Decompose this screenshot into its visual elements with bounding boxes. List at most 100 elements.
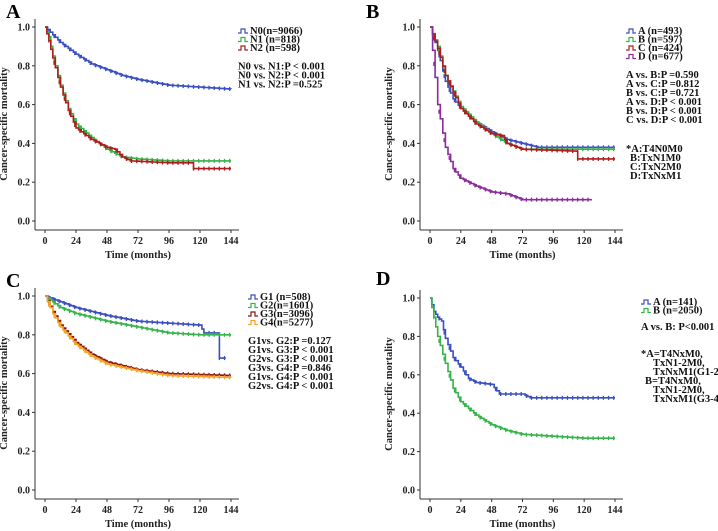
p-value-annotation: G1vs. G4:P < 0.001 xyxy=(248,372,334,383)
series-line-4 xyxy=(430,26,592,201)
legend-entry: B (n=2050) xyxy=(653,306,703,317)
x-tick-label: 72 xyxy=(133,236,143,247)
legend-entry: G2(n=1601) xyxy=(260,301,314,312)
series-line-2 xyxy=(45,295,231,336)
group-definition-note: B=T4NxM0, xyxy=(645,376,701,387)
y-tick-label: 0.0 xyxy=(18,217,31,228)
y-tick-label: 0.2 xyxy=(18,178,31,189)
legend-entry: G3(n=3096) xyxy=(260,309,314,320)
y-tick-label: 0.8 xyxy=(403,61,416,72)
y-tick-label: 1.0 xyxy=(18,292,31,303)
y-tick-label: 0.8 xyxy=(18,61,31,72)
x-tick-label: 72 xyxy=(133,505,143,516)
series-line-2 xyxy=(430,297,615,439)
p-value-annotation: B vs. D:P < 0.001 xyxy=(626,106,702,117)
group-definition-note: C:TxN2M0 xyxy=(630,162,681,173)
x-tick-label: 48 xyxy=(102,236,112,247)
legend-entry: G4(n=5277) xyxy=(260,318,314,329)
y-tick-label: 0.4 xyxy=(18,408,31,419)
y-tick-label: 0.2 xyxy=(18,447,31,458)
y-tick-label: 0.2 xyxy=(403,178,416,189)
panel-label: C xyxy=(6,270,20,292)
legend-swatch-icon xyxy=(626,45,636,51)
x-tick-label: 96 xyxy=(164,236,174,247)
legend-entry: A (n=493) xyxy=(638,26,683,37)
y-tick-label: 0.8 xyxy=(403,332,416,343)
panel-B: B 0.0 0.2 0.4 0.6 0.8 1.0 0 24 48 72 96 120 144 Time (… xyxy=(366,1,703,261)
y-tick-label: 0.0 xyxy=(18,486,31,497)
x-tick-label: 120 xyxy=(193,236,208,247)
x-tick-label: 120 xyxy=(577,236,592,247)
y-axis-label: Cancer-specific mortality xyxy=(0,335,10,449)
x-tick-label: 72 xyxy=(518,505,528,516)
x-tick-label: 0 xyxy=(428,505,433,516)
y-tick-label: 0.0 xyxy=(403,486,416,497)
panel-label: B xyxy=(366,1,379,23)
group-definition-note: D:TxNxM1 xyxy=(630,171,681,182)
p-value-annotation: G2vs. G4:P < 0.001 xyxy=(248,381,334,392)
legend-swatch-icon xyxy=(238,28,248,34)
legend-entry: N2 (n=598) xyxy=(250,43,301,54)
legend-swatch-icon xyxy=(238,45,248,51)
x-tick-label: 24 xyxy=(456,236,466,247)
x-axis-label: Time (months) xyxy=(105,519,172,530)
x-tick-label: 120 xyxy=(577,505,592,516)
y-axis-label: Cancer-specific mortality xyxy=(384,336,395,450)
x-axis-label: Time (months) xyxy=(105,250,172,261)
y-tick-label: 0.6 xyxy=(18,369,31,380)
p-value-annotation: C vs. D:P < 0.001 xyxy=(626,115,703,126)
x-tick-label: 24 xyxy=(71,505,81,516)
x-tick-label: 120 xyxy=(193,505,208,516)
legend-swatch-icon xyxy=(248,319,258,326)
y-tick-label: 1.0 xyxy=(403,23,416,34)
x-tick-label: 72 xyxy=(518,236,528,247)
y-tick-label: 0.4 xyxy=(18,139,31,150)
x-tick-label: 144 xyxy=(224,505,239,516)
p-value-annotation: A vs. C:P =0.812 xyxy=(626,79,699,90)
series-line-1 xyxy=(430,26,615,149)
y-axis-label: Cancer-specific mortality xyxy=(0,66,10,180)
group-definition-note: TxN1-2M0, xyxy=(653,385,705,396)
legend-swatch-icon xyxy=(248,302,258,309)
panel-A: A 0.0 0.2 0.4 0.6 0.8 1.0 0 24 48 72 96 120 144 Time (… xyxy=(0,1,325,261)
group-definition-note: B:TxN1M0 xyxy=(630,153,681,164)
p-value-annotation: A vs. B:P =0.590 xyxy=(626,70,699,81)
legend-entry: C (n=424) xyxy=(638,43,683,54)
x-tick-label: 0 xyxy=(43,505,48,516)
y-tick-label: 0.2 xyxy=(403,447,416,458)
y-tick-label: 0.4 xyxy=(403,139,416,150)
group-definition-note: *A=T4NxM0, xyxy=(641,349,703,360)
y-tick-label: 1.0 xyxy=(18,23,31,34)
x-tick-label: 48 xyxy=(487,505,497,516)
x-tick-label: 48 xyxy=(487,236,497,247)
legend-swatch-icon xyxy=(641,299,651,305)
legend-entry: B (n=597) xyxy=(638,35,683,46)
legend-swatch-icon xyxy=(248,294,258,300)
x-tick-label: 144 xyxy=(224,236,239,247)
group-definition-note: *A:T4N0M0 xyxy=(626,144,683,155)
legend-swatch-icon xyxy=(626,28,636,34)
legend-entry: N0(n=9066) xyxy=(250,26,303,37)
x-tick-label: 24 xyxy=(456,505,466,516)
x-axis-label: Time (months) xyxy=(489,519,556,530)
legend-entry: G1 (n=508) xyxy=(260,292,311,303)
y-tick-label: 0.4 xyxy=(403,409,416,420)
series-line-3 xyxy=(45,295,231,377)
x-axis-label: Time (months) xyxy=(489,250,556,261)
x-tick-label: 48 xyxy=(102,505,112,516)
p-value-annotation: B vs. C:P =0.721 xyxy=(626,88,699,99)
y-tick-label: 1.0 xyxy=(403,294,416,305)
series-line-2 xyxy=(45,26,231,162)
legend-swatch-icon xyxy=(626,36,636,43)
x-tick-label: 24 xyxy=(71,236,81,247)
series-line-3 xyxy=(45,26,231,170)
group-definition-note: TxNxM1(G3-4) xyxy=(653,394,718,405)
legend-swatch-icon xyxy=(248,311,258,317)
p-value-annotation: N1 vs. N2:P =0.525 xyxy=(238,80,322,91)
legend-swatch-icon xyxy=(238,36,248,43)
y-tick-label: 0.8 xyxy=(18,330,31,341)
group-definition-note: TxNxM1(G1-2) xyxy=(653,367,718,378)
x-tick-label: 0 xyxy=(43,236,48,247)
p-value-annotation: A vs. D:P < 0.001 xyxy=(626,97,702,108)
p-value-annotation: N0 vs. N1:P < 0.001 xyxy=(238,62,325,73)
